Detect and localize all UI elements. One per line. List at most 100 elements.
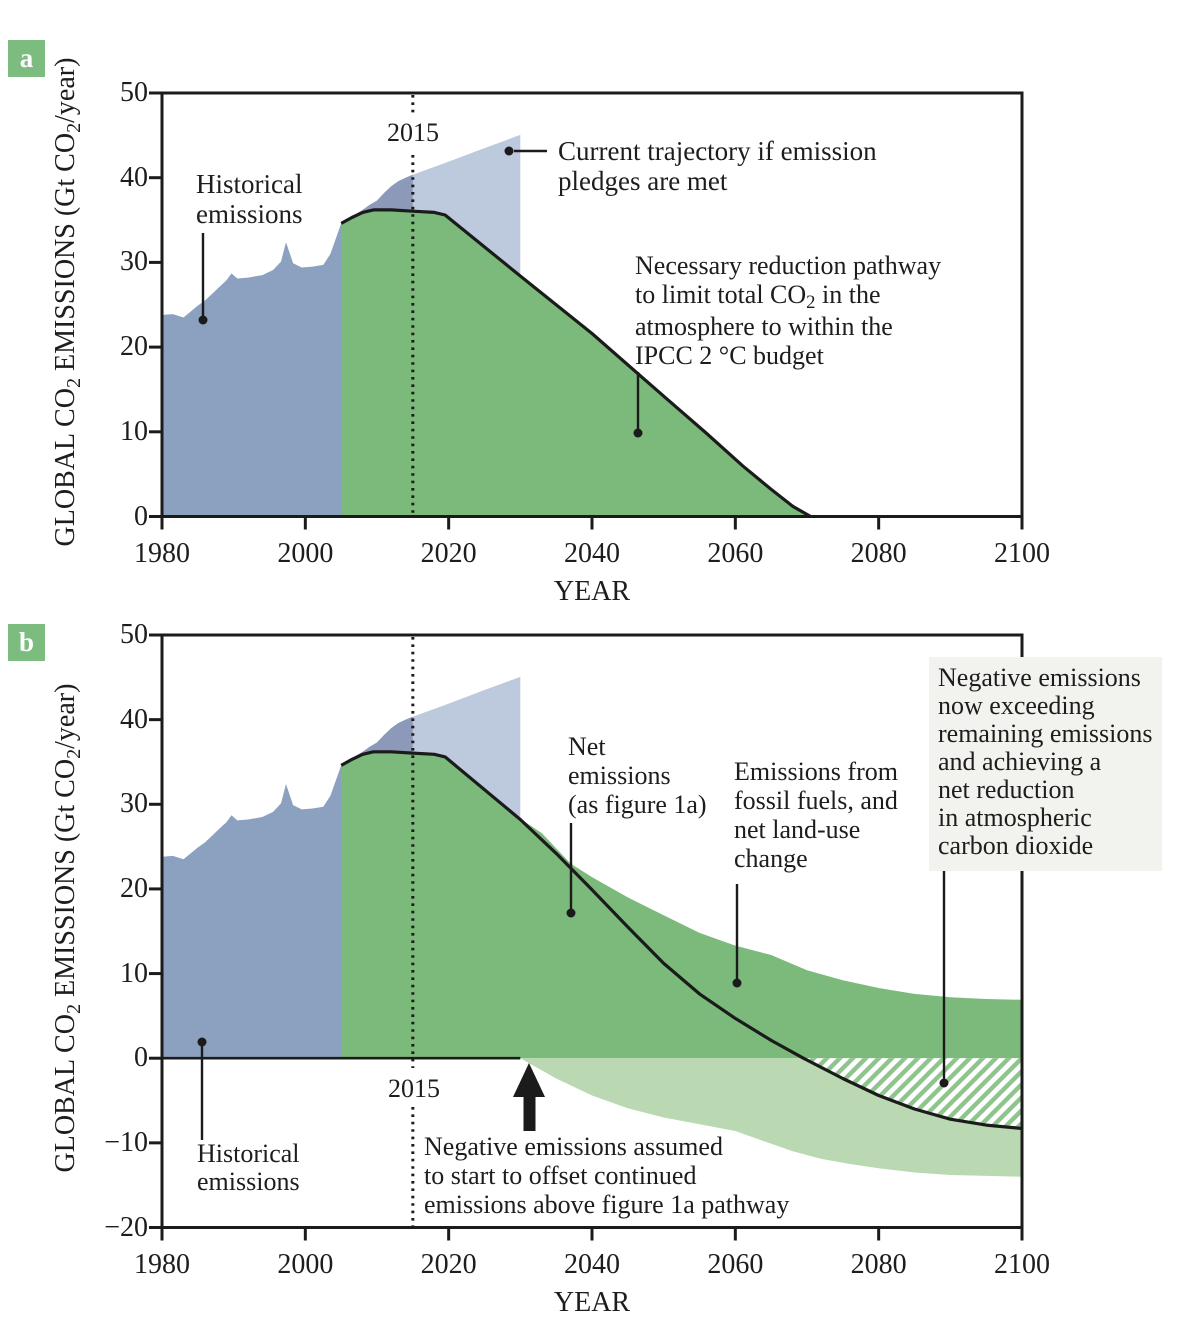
callout-dot-historical-emissions (197, 1037, 207, 1047)
subscript: 2 (62, 122, 85, 133)
panel-a-badge: a (8, 40, 45, 77)
y-tick-label: 10 (120, 957, 148, 989)
subscript: 2 (62, 377, 85, 389)
y-tick-label: −20 (104, 1211, 148, 1243)
x-tick-label: 2060 (707, 538, 764, 569)
annotation-line: Necessary reduction pathway (635, 251, 942, 280)
x-tick-label: 2000 (277, 538, 334, 569)
gross-emissions-area (341, 751, 1022, 1059)
y-tick-label: 50 (120, 619, 148, 650)
annotation-historical-emissions-b: Historical emissions (197, 1140, 300, 1196)
reduction-pathway-line (340, 208, 812, 518)
annotation-gross-emissions: Emissions from fossil fuels, and net lan… (734, 757, 898, 873)
y-title-part: /year) (50, 683, 81, 749)
annotation-line: in atmospheric (938, 803, 1092, 832)
y-title-part: GLOBAL CO (50, 388, 81, 547)
y-title-part: GLOBAL CO (50, 1014, 81, 1173)
annotation-line: fossil fuels, and (734, 786, 898, 815)
panel-a-x-axis-title: YEAR (553, 576, 631, 607)
annotation-line: Historical (196, 169, 303, 199)
annotation-line: emissions (568, 761, 671, 790)
x-tick-label: 2080 (850, 538, 907, 569)
annotation-line: to limit total CO2 in the (635, 280, 881, 314)
panel-a-y-axis-title: GLOBAL CO2 EMISSIONS (Gt CO2/year) (50, 57, 85, 547)
pledge-trajectory-area (412, 134, 521, 276)
y-tick-label: 30 (120, 788, 148, 820)
y-tick-label: 20 (120, 872, 148, 904)
annotation-line: Negative emissions (938, 663, 1141, 692)
reduction-pathway-area (341, 209, 811, 517)
callout-dot-current-trajectory (504, 146, 514, 156)
negative-emissions-start-arrow-icon (513, 1063, 545, 1131)
annotation-line: Emissions from (734, 757, 898, 786)
y-tick-label: 40 (120, 161, 148, 193)
net-reduction-hatch-area (803, 1058, 1022, 1129)
historical-pledge-overlap-area (362, 716, 413, 755)
y-title-part: /year) (50, 57, 81, 123)
subscript: 2 (806, 292, 816, 314)
x-tick-label: 1980 (134, 1249, 190, 1280)
annotation-line: emissions (196, 199, 303, 229)
y-tick-label: 10 (120, 415, 148, 447)
x-tick-label: 2020 (420, 538, 477, 569)
annotation-line: to start to offset continued (424, 1161, 697, 1190)
pledge-trajectory-area (412, 676, 521, 820)
annotation-negative-emissions-assumed: Negative emissions assumed to start to o… (424, 1132, 789, 1219)
subscript: 2 (62, 1003, 85, 1015)
annotation-line: (as figure 1a) (568, 790, 707, 819)
annotation-negative-emissions-exceeding: Negative emissions now exceeding remaini… (929, 657, 1163, 871)
x-tick-label: 2100 (994, 1249, 1050, 1280)
callout-dot-reduction-pathway (633, 428, 643, 438)
annotation-line: pledges are met (558, 166, 728, 196)
annotation-line: now exceeding (938, 691, 1095, 720)
x-tick-label: 2080 (850, 1249, 907, 1280)
y-tick-label: −10 (104, 1126, 148, 1158)
y-tick-label: 50 (120, 77, 148, 108)
panel-b-badge: b (8, 624, 45, 661)
annotation-net-emissions: Net emissions (as figure 1a) (568, 732, 707, 819)
callout-dot-gross-emissions (732, 978, 742, 988)
panel-b-2015-marker-label: 2015 (388, 1074, 440, 1103)
net-emissions-line (340, 750, 1023, 1131)
annotation-current-trajectory: Current trajectory if emission pledges a… (558, 136, 877, 196)
annotation-line: IPCC 2 °C budget (635, 341, 824, 370)
annotation-line: Net (568, 732, 606, 761)
annotation-line: carbon dioxide (938, 831, 1094, 860)
x-tick-label: 2020 (420, 1249, 477, 1280)
y-tick-label: 20 (120, 331, 148, 363)
annotation-line: emissions above figure 1a pathway (424, 1190, 790, 1219)
annotation-line: Historical (197, 1139, 300, 1168)
x-tick-label: 2100 (994, 538, 1050, 569)
annotation-line: and achieving a (938, 747, 1102, 776)
y-tick-label: 0 (134, 1042, 148, 1074)
x-tick-label: 1980 (134, 538, 190, 569)
annotation-reduction-pathway: Necessary reduction pathway to limit tot… (635, 251, 941, 370)
annotation-line: emissions (197, 1167, 300, 1196)
annotation-line: Negative emissions assumed (424, 1132, 723, 1161)
y-title-part: EMISSIONS (Gt CO (50, 132, 81, 378)
annotation-line: Current trajectory if emission (558, 136, 877, 166)
callout-dot-historical-emissions (198, 315, 208, 325)
callout-dot-negative-emissions-exceeding (939, 1078, 949, 1088)
panel-a-2015-marker-label: 2015 (387, 118, 439, 147)
annotation-line: net reduction (938, 775, 1075, 804)
callout-dot-net-emissions (566, 908, 576, 918)
y-tick-label: 0 (134, 500, 148, 532)
x-tick-label: 2040 (564, 538, 620, 569)
annotation-line: net land-use (734, 815, 861, 844)
x-tick-label: 2000 (277, 1249, 334, 1280)
panel-b-x-axis-title: YEAR (553, 1287, 631, 1318)
x-tick-label: 2040 (564, 1249, 620, 1280)
panel-b-y-axis-title: GLOBAL CO2 EMISSIONS (Gt CO2/year) (50, 683, 85, 1173)
annotation-historical-emissions-a: Historical emissions (196, 169, 303, 229)
y-title-part: EMISSIONS (Gt CO (50, 758, 81, 1004)
subscript: 2 (62, 748, 85, 759)
annotation-line: atmosphere to within the (635, 312, 893, 341)
y-tick-label: 40 (120, 703, 148, 735)
y-tick-label: 30 (120, 246, 148, 278)
annotation-line: change (734, 844, 808, 873)
x-tick-label: 2060 (707, 1249, 764, 1280)
